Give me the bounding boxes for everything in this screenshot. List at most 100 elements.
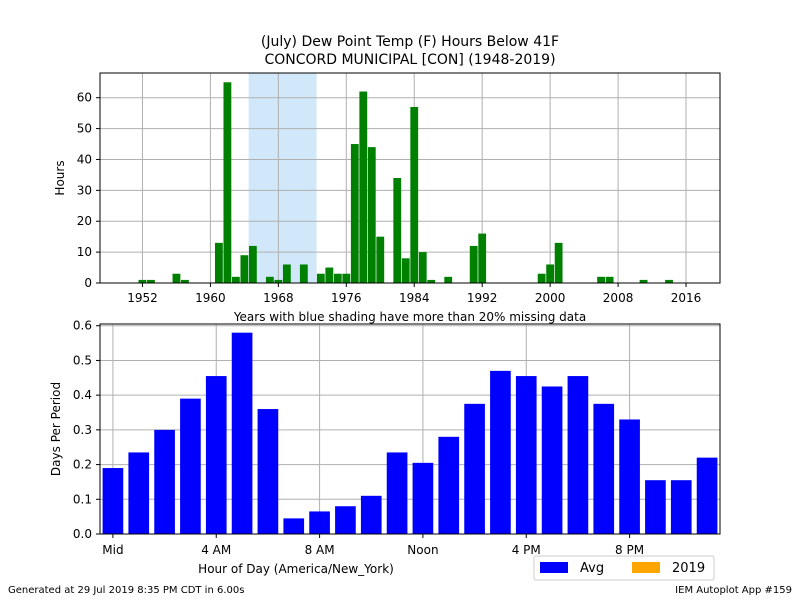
hours-bar bbox=[444, 276, 453, 283]
top-x-tick-label: 1992 bbox=[467, 291, 498, 305]
top-y-axis-label: Hours bbox=[53, 160, 67, 195]
top-x-tick-label: 2016 bbox=[671, 291, 702, 305]
hours-bar bbox=[214, 242, 223, 283]
bottom-x-tick-label: 4 PM bbox=[512, 543, 541, 557]
bottom-x-tick-label: Mid bbox=[102, 543, 123, 557]
hours-bar bbox=[605, 276, 614, 283]
top-y-tick-label: 10 bbox=[77, 245, 92, 259]
hours-bar bbox=[554, 242, 563, 283]
bottom-y-axis-label: Days Per Period bbox=[49, 382, 63, 476]
top-y-tick-label: 30 bbox=[77, 183, 92, 197]
top-y-tick-label: 50 bbox=[77, 122, 92, 136]
top-x-tick-label: 1952 bbox=[127, 291, 158, 305]
legend-swatch bbox=[632, 562, 660, 573]
avg-bar bbox=[360, 495, 382, 534]
top-y-tick-label: 40 bbox=[77, 152, 92, 166]
hours-bar bbox=[665, 279, 673, 283]
avg-bar bbox=[231, 332, 253, 534]
hours-bar bbox=[172, 273, 181, 283]
avg-bar bbox=[205, 376, 227, 534]
hours-bar bbox=[240, 255, 249, 283]
hours-bar bbox=[181, 279, 189, 283]
bottom-x-axis-label: Hour of Day (America/New_York) bbox=[198, 562, 394, 576]
hours-bar bbox=[597, 276, 606, 283]
avg-bar bbox=[696, 457, 718, 534]
top-x-tick-label: 1968 bbox=[263, 291, 294, 305]
bottom-y-tick-label: 0.1 bbox=[73, 492, 92, 506]
avg-bar bbox=[335, 506, 356, 534]
top-plot-frame bbox=[99, 72, 721, 284]
hours-bar bbox=[223, 82, 232, 283]
hours-bar bbox=[350, 144, 359, 283]
hours-bar bbox=[401, 258, 410, 283]
avg-bar bbox=[257, 409, 279, 534]
avg-bar bbox=[154, 429, 175, 534]
hours-bar bbox=[325, 267, 334, 283]
avg-bar bbox=[593, 403, 615, 534]
top-x-tick-label: 2000 bbox=[535, 291, 566, 305]
hours-bar bbox=[546, 264, 555, 283]
top-x-tick-label: 1976 bbox=[331, 291, 362, 305]
hours-bar bbox=[376, 236, 385, 283]
bottom-plot-frame bbox=[99, 323, 721, 535]
avg-bar bbox=[645, 480, 666, 534]
chart-title: (July) Dew Point Temp (F) Hours Below 41… bbox=[261, 34, 559, 50]
top-y-tick-label: 20 bbox=[77, 214, 92, 228]
hours-bar bbox=[282, 264, 291, 283]
hours-bar bbox=[367, 147, 376, 283]
hours-bar bbox=[333, 273, 342, 283]
avg-bar bbox=[128, 452, 150, 534]
footer-generated-text: Generated at 29 Jul 2019 8:35 PM CDT in … bbox=[8, 585, 245, 596]
bottom-y-tick-label: 0.2 bbox=[73, 458, 92, 472]
avg-bar bbox=[464, 403, 485, 534]
bottom-y-tick-label: 0.6 bbox=[73, 319, 92, 333]
bottom-y-tick-label: 0.5 bbox=[73, 353, 92, 367]
hours-bar bbox=[393, 178, 402, 283]
hours-bar bbox=[138, 279, 147, 283]
avg-bar bbox=[412, 462, 434, 534]
bottom-y-tick-label: 0.3 bbox=[73, 423, 92, 437]
avg-bar bbox=[102, 468, 124, 534]
top-x-tick-label: 1960 bbox=[195, 291, 226, 305]
hours-bar bbox=[537, 273, 546, 283]
avg-bar bbox=[438, 436, 460, 534]
top-y-tick-label: 60 bbox=[77, 91, 92, 105]
hours-bar bbox=[427, 279, 436, 283]
hours-bar bbox=[639, 279, 648, 283]
hours-bar bbox=[274, 279, 283, 283]
bottom-x-tick-label: 8 PM bbox=[615, 543, 644, 557]
avg-bar bbox=[490, 370, 511, 534]
hours-bar bbox=[410, 106, 419, 284]
hours-bar bbox=[248, 245, 257, 283]
hours-bar bbox=[418, 252, 427, 283]
legend-label: 2019 bbox=[672, 561, 705, 576]
hours-bar bbox=[342, 273, 351, 283]
chart-subtitle: CONCORD MUNICIPAL [CON] (1948-2019) bbox=[264, 52, 555, 68]
avg-bar bbox=[541, 386, 563, 534]
avg-bar bbox=[619, 419, 640, 534]
legend-box bbox=[533, 555, 715, 581]
avg-bar bbox=[283, 518, 305, 534]
avg-bar bbox=[670, 480, 692, 534]
hours-bar bbox=[469, 245, 478, 283]
hours-bar bbox=[265, 276, 274, 283]
hours-bar bbox=[231, 276, 240, 283]
legend-label: Avg bbox=[580, 561, 604, 576]
missing-data-shading bbox=[248, 73, 317, 283]
hours-bar bbox=[316, 273, 325, 283]
bottom-x-tick-label: 4 AM bbox=[201, 543, 231, 557]
top-x-tick-label: 1984 bbox=[399, 291, 430, 305]
avg-bar bbox=[309, 511, 330, 534]
hours-bar bbox=[147, 279, 155, 283]
hours-bar bbox=[299, 264, 308, 283]
avg-bar bbox=[567, 376, 589, 534]
footer-app-id: IEM Autoplot App #159 bbox=[675, 585, 792, 596]
hours-bar bbox=[478, 233, 487, 283]
bottom-y-tick-label: 0.4 bbox=[73, 388, 92, 402]
legend-swatch bbox=[540, 562, 568, 573]
bottom-x-tick-label: 8 AM bbox=[305, 543, 335, 557]
hours-bar bbox=[359, 91, 368, 283]
bottom-x-tick-label: Noon bbox=[407, 543, 438, 557]
avg-bar bbox=[180, 398, 201, 534]
